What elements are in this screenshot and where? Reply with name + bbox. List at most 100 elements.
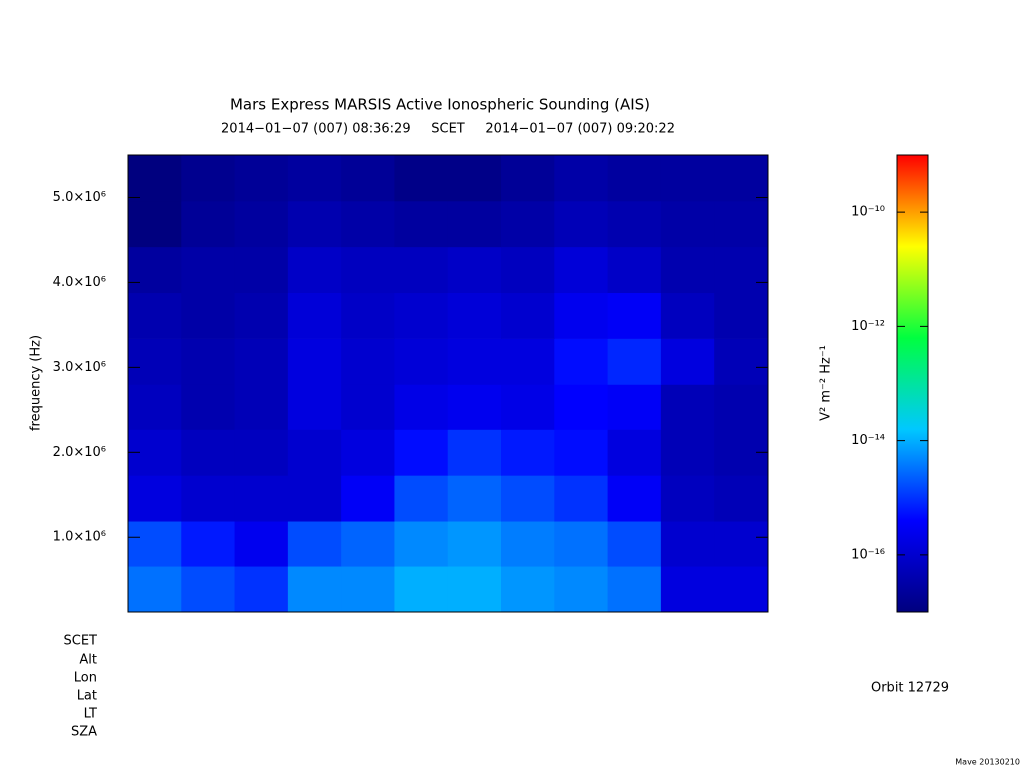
heatmap-cell <box>554 520 609 567</box>
heatmap-cell <box>607 566 662 613</box>
y-tick-label: 5.0×10⁶ <box>53 190 106 205</box>
heatmap-cell <box>554 338 609 385</box>
heatmap-cell <box>287 200 342 248</box>
heatmap-cell <box>127 475 182 522</box>
heatmap-cell <box>287 566 342 613</box>
heatmap-cell <box>607 155 662 202</box>
heatmap-cell <box>234 155 289 202</box>
heatmap-cell <box>607 520 662 567</box>
heatmap-cell <box>554 246 609 294</box>
heatmap-cell <box>181 338 236 385</box>
heatmap-cell <box>127 520 182 567</box>
heatmap-cell <box>394 200 449 248</box>
heatmap-cell <box>554 200 609 248</box>
orbit-label: Orbit 12729 <box>871 681 949 696</box>
heatmap-cell <box>501 200 555 248</box>
heatmap-cell <box>501 338 555 385</box>
heatmap-cell <box>501 246 555 294</box>
heatmap-cell <box>660 475 715 522</box>
heatmap-cell <box>287 246 342 294</box>
heatmap-cell <box>341 338 395 385</box>
heatmap-cell <box>234 292 289 339</box>
colorbar-tick-label: 10⁻¹² <box>851 319 885 334</box>
chart-subtitle: 2014−01−07 (007) 08:36:29 SCET 2014−01−0… <box>221 122 675 137</box>
heatmap-cell <box>714 246 769 294</box>
heatmap-cell <box>501 429 555 476</box>
heatmap-cell <box>394 475 449 522</box>
heatmap-cell <box>607 383 662 430</box>
ephemeris-label: Lat <box>77 689 97 704</box>
ephemeris-label: Lon <box>74 671 97 686</box>
heatmap-cell <box>341 155 395 202</box>
heatmap-cell <box>660 429 715 476</box>
heatmap-cell <box>447 338 502 385</box>
heatmap-cell <box>394 383 449 430</box>
heatmap-cell <box>554 429 609 476</box>
heatmap-cell <box>181 429 236 476</box>
heatmap-cell <box>181 520 236 567</box>
heatmap-cell <box>127 566 182 613</box>
heatmap-cell <box>181 155 236 202</box>
heatmap-cell <box>341 246 395 294</box>
heatmap-cell <box>607 429 662 476</box>
heatmap-cell <box>341 292 395 339</box>
heatmap-cell <box>554 566 609 613</box>
heatmap-cell <box>660 566 715 613</box>
colorbar-tick-label: 10⁻¹⁴ <box>851 433 885 448</box>
heatmap-cell <box>660 155 715 202</box>
heatmap-cell <box>447 520 502 567</box>
heatmap-cell <box>660 383 715 430</box>
heatmap-cell <box>127 338 182 385</box>
heatmap-cell <box>554 475 609 522</box>
heatmap-cell <box>394 246 449 294</box>
heatmap-cell <box>714 338 769 385</box>
ephemeris-label: SZA <box>71 725 97 740</box>
colorbar-tick-label: 10⁻¹⁶ <box>851 547 885 562</box>
heatmap-cell <box>714 475 769 522</box>
colorbar-label: V² m⁻² Hz⁻¹ <box>819 345 834 421</box>
colorbar-tick-label: 10⁻¹⁰ <box>851 205 885 220</box>
y-tick-label: 2.0×10⁶ <box>53 445 106 460</box>
heatmap-cell <box>394 566 449 613</box>
heatmap-cell <box>447 475 502 522</box>
heatmap-cell <box>447 292 502 339</box>
heatmap-cell <box>607 200 662 248</box>
heatmap-cell <box>394 292 449 339</box>
heatmap <box>127 155 769 613</box>
heatmap-cell <box>181 292 236 339</box>
heatmap-cell <box>181 475 236 522</box>
chart-title: Mars Express MARSIS Active Ionospheric S… <box>230 96 650 114</box>
heatmap-cell <box>127 155 182 202</box>
heatmap-cell <box>287 475 342 522</box>
heatmap-cell <box>341 200 395 248</box>
heatmap-cell <box>501 155 555 202</box>
heatmap-cell <box>501 383 555 430</box>
heatmap-cell <box>714 383 769 430</box>
heatmap-cell <box>127 292 182 339</box>
y-tick-label: 4.0×10⁶ <box>53 275 106 290</box>
heatmap-cell <box>554 292 609 339</box>
heatmap-cell <box>447 246 502 294</box>
heatmap-cell <box>714 200 769 248</box>
heatmap-cell <box>234 429 289 476</box>
heatmap-cell <box>181 566 236 613</box>
heatmap-cell <box>447 200 502 248</box>
heatmap-cell <box>714 566 769 613</box>
heatmap-cell <box>341 429 395 476</box>
heatmap-cell <box>341 383 395 430</box>
heatmap-cell <box>501 566 555 613</box>
heatmap-cell <box>234 475 289 522</box>
heatmap-cell <box>234 338 289 385</box>
ephemeris-time-label: SCET <box>64 634 98 649</box>
heatmap-cell <box>554 383 609 430</box>
heatmap-cell <box>447 429 502 476</box>
heatmap-cell <box>714 292 769 339</box>
ephemeris-label: LT <box>84 707 97 722</box>
heatmap-cell <box>714 155 769 202</box>
heatmap-cell <box>341 566 395 613</box>
heatmap-cell <box>181 246 236 294</box>
heatmap-cell <box>607 475 662 522</box>
heatmap-cell <box>234 566 289 613</box>
heatmap-cell <box>660 246 715 294</box>
